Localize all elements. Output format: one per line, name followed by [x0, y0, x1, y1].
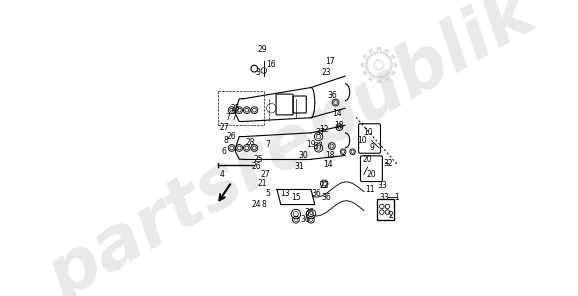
- Text: 7: 7: [265, 140, 270, 149]
- Text: 18: 18: [325, 151, 335, 160]
- Text: 14: 14: [323, 160, 333, 169]
- Text: 14: 14: [332, 110, 342, 118]
- Text: 26: 26: [227, 132, 236, 141]
- Text: 17: 17: [325, 57, 335, 65]
- Text: 10: 10: [363, 128, 372, 137]
- Text: 2: 2: [389, 211, 394, 221]
- Text: 36: 36: [304, 208, 314, 217]
- Text: 36: 36: [327, 91, 336, 99]
- Text: 29: 29: [257, 45, 266, 54]
- Text: 18: 18: [335, 121, 344, 130]
- Text: 33: 33: [378, 181, 388, 190]
- Text: 16: 16: [266, 60, 276, 69]
- Text: 31: 31: [295, 162, 305, 171]
- Text: 30: 30: [299, 151, 308, 160]
- Text: 13: 13: [280, 189, 290, 198]
- Text: 19: 19: [306, 140, 316, 149]
- Text: 7: 7: [231, 113, 236, 122]
- Text: 8: 8: [224, 136, 228, 145]
- Text: 3: 3: [255, 68, 261, 77]
- Text: 36: 36: [321, 192, 331, 202]
- Text: 25: 25: [231, 104, 240, 113]
- Text: 37: 37: [314, 141, 324, 151]
- Text: partsrepublik: partsrepublik: [36, 0, 548, 296]
- Text: 33: 33: [380, 192, 390, 202]
- Text: 21: 21: [257, 179, 266, 188]
- Text: 6: 6: [222, 147, 227, 156]
- Text: 22: 22: [320, 181, 329, 190]
- Text: 1: 1: [395, 192, 399, 202]
- Text: 37: 37: [316, 128, 325, 137]
- Text: 27: 27: [219, 123, 229, 132]
- Text: 7: 7: [225, 113, 231, 122]
- Text: 11: 11: [365, 185, 375, 194]
- Text: 20: 20: [363, 155, 372, 164]
- Text: 8: 8: [261, 200, 266, 209]
- Text: 23: 23: [321, 68, 331, 77]
- Text: 12: 12: [320, 125, 329, 133]
- Text: 25: 25: [253, 155, 263, 164]
- Text: 10: 10: [357, 136, 367, 145]
- Text: 36: 36: [312, 189, 321, 198]
- Text: 27: 27: [261, 170, 271, 179]
- Text: 26: 26: [251, 162, 261, 171]
- Text: 15: 15: [291, 192, 301, 202]
- Text: 24: 24: [251, 200, 261, 209]
- Text: 20: 20: [366, 170, 376, 179]
- Text: 28: 28: [246, 138, 255, 147]
- Text: 9: 9: [369, 144, 374, 152]
- Text: 36: 36: [301, 215, 310, 224]
- Text: 32: 32: [384, 159, 393, 168]
- Text: 5: 5: [265, 189, 270, 198]
- Text: 4: 4: [220, 170, 225, 179]
